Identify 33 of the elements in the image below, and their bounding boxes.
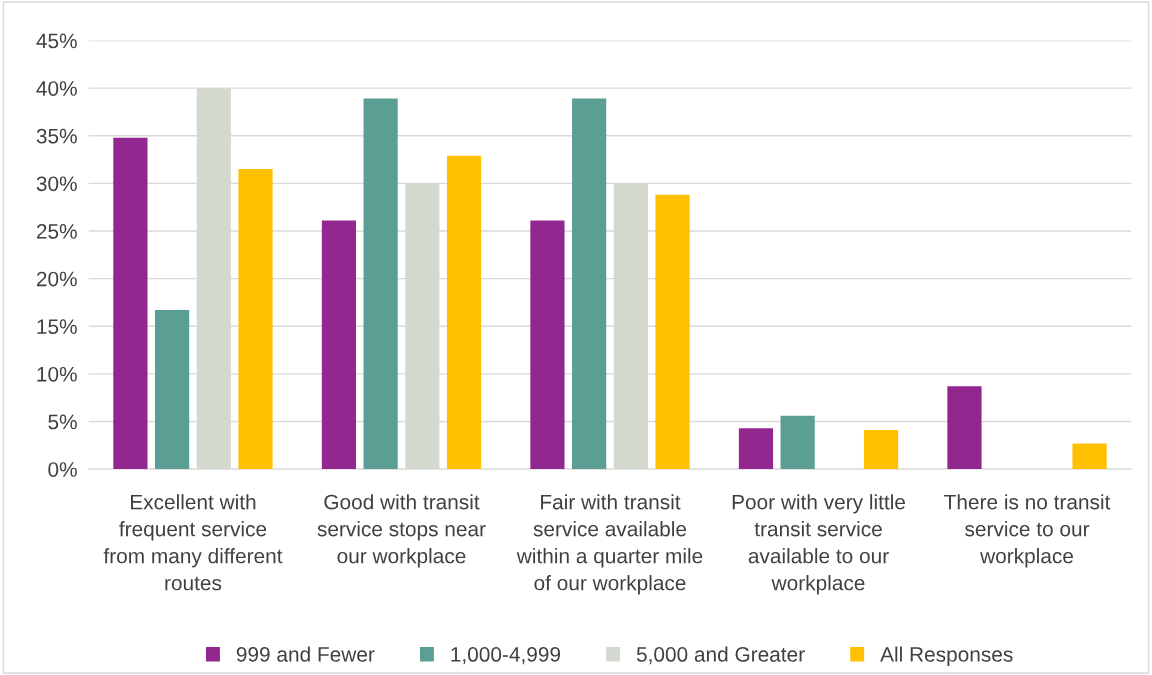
bar bbox=[655, 194, 690, 470]
bar bbox=[113, 137, 148, 470]
x-tick-label: Poor with very little transit service available to our workplace bbox=[732, 494, 905, 595]
bar bbox=[530, 220, 565, 470]
y-tick-label: 0% bbox=[48, 462, 77, 477]
x-tick-label: Fair with transit service available within a quarter mile of our workplace bbox=[516, 494, 703, 595]
y-tick-label: 45% bbox=[36, 33, 77, 49]
bar bbox=[238, 169, 273, 470]
legend-label: All Responses bbox=[880, 646, 1013, 666]
x-tick-label: There is no transit service to our workplace bbox=[944, 494, 1111, 568]
y-tick-label: 25% bbox=[36, 224, 77, 239]
bar bbox=[863, 430, 899, 470]
bar bbox=[446, 155, 482, 470]
y-tick-label: 40% bbox=[36, 81, 77, 96]
bar bbox=[947, 386, 982, 470]
y-tick-label: 15% bbox=[37, 319, 77, 334]
legend-label: 1,000-4,999 bbox=[451, 647, 561, 665]
bar bbox=[155, 310, 190, 470]
y-tick-label: 10% bbox=[37, 366, 77, 382]
y-tick-label: 30% bbox=[36, 176, 77, 192]
bar bbox=[738, 428, 774, 470]
x-tick-label: Excellent with frequent service from many different routes bbox=[103, 494, 283, 591]
x-tick-label: Good with transit service stops near our workplace bbox=[317, 494, 486, 568]
bar bbox=[363, 98, 398, 470]
bar bbox=[1072, 443, 1107, 470]
y-tick-label: 5% bbox=[48, 414, 77, 430]
legend-label: 999 and Fewer bbox=[236, 646, 375, 662]
legend-label: 5,000 and Greater bbox=[636, 646, 805, 665]
bar bbox=[780, 415, 815, 470]
y-tick-label: 35% bbox=[36, 128, 77, 144]
bar bbox=[321, 220, 357, 470]
y-tick-label: 20% bbox=[36, 271, 77, 287]
bar bbox=[572, 98, 607, 470]
